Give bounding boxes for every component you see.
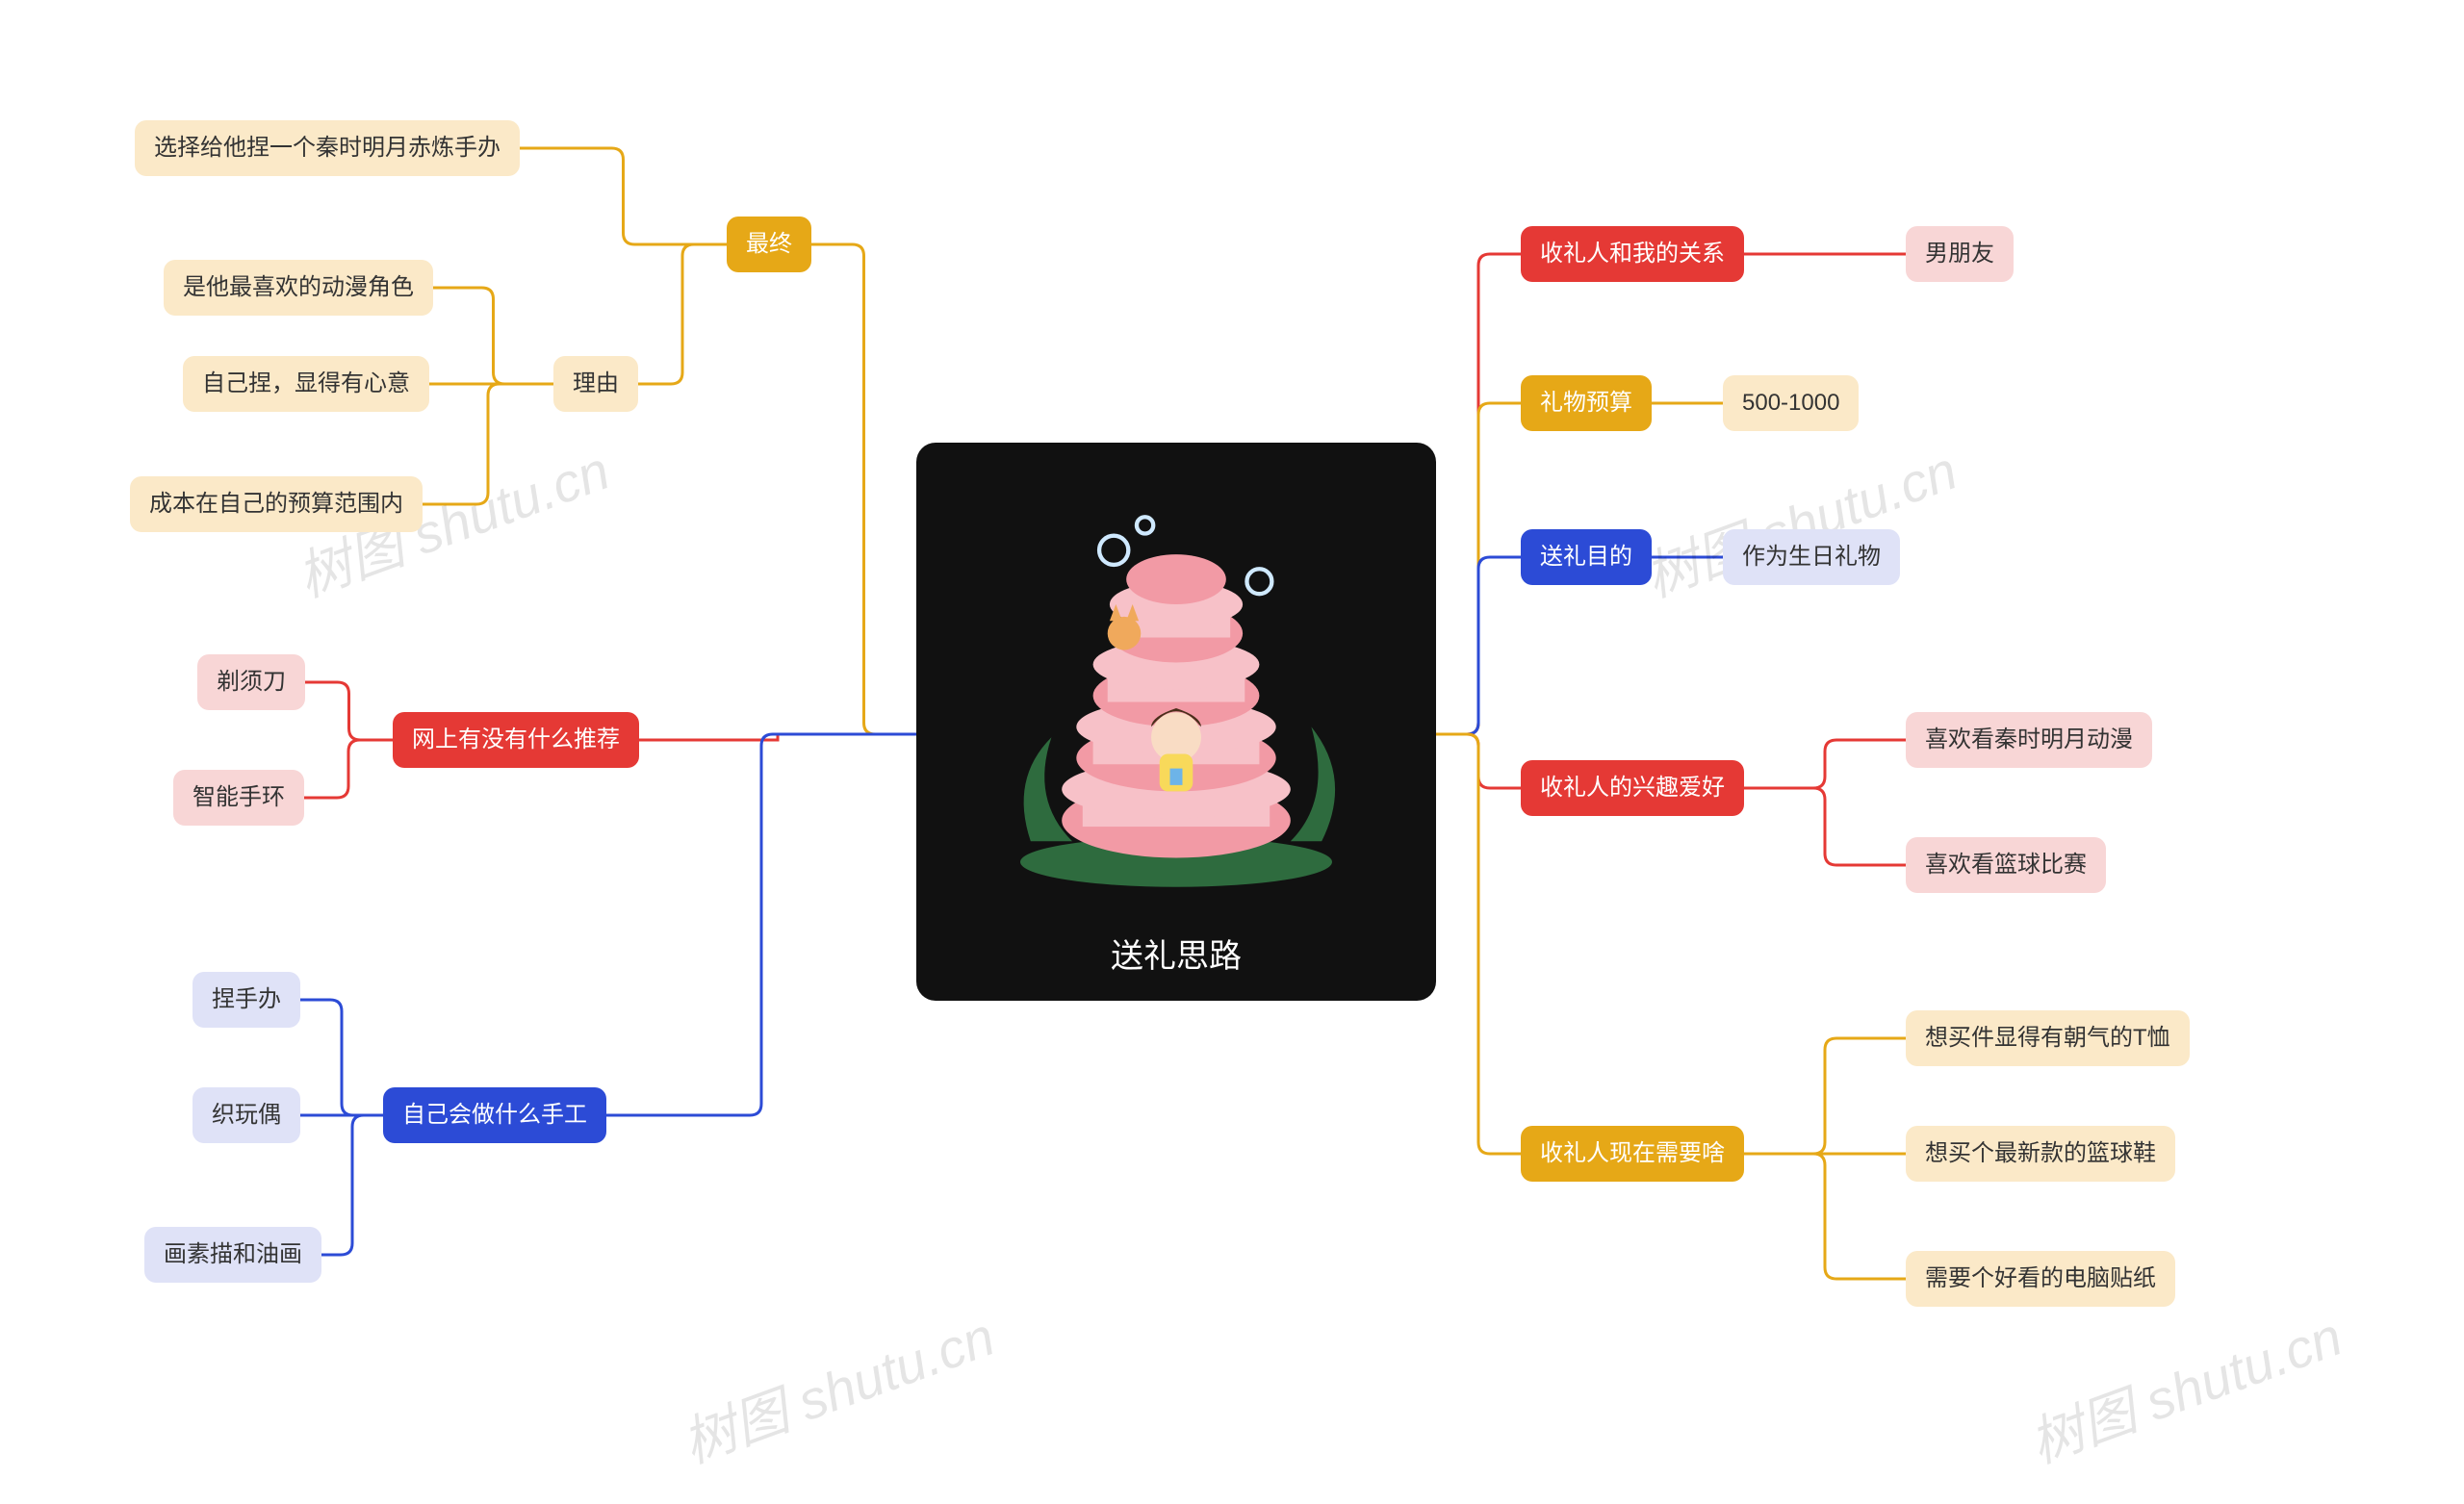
- node-label: 需要个好看的电脑贴纸: [1925, 1262, 2156, 1295]
- connector: [305, 682, 393, 740]
- mindmap-node[interactable]: 男朋友: [1906, 226, 2014, 282]
- node-label: 男朋友: [1925, 238, 1994, 270]
- node-label: 礼物预算: [1540, 387, 1632, 420]
- connector: [1436, 557, 1521, 734]
- connector: [1436, 734, 1521, 1154]
- node-label: 500-1000: [1742, 387, 1839, 420]
- connector: [1744, 1038, 1906, 1154]
- mindmap-node[interactable]: 喜欢看篮球比赛: [1906, 837, 2106, 893]
- node-label: 喜欢看篮球比赛: [1925, 849, 2087, 881]
- connector: [1436, 254, 1521, 734]
- mindmap-node[interactable]: 最终: [727, 217, 811, 272]
- mindmap-node[interactable]: 理由: [553, 356, 638, 412]
- node-label: 成本在自己的预算范围内: [149, 488, 403, 521]
- mindmap-node[interactable]: 作为生日礼物: [1723, 529, 1900, 585]
- central-topic[interactable]: 送礼思路: [916, 443, 1436, 1001]
- connector: [639, 734, 916, 740]
- central-topic-label: 送礼思路: [1111, 930, 1242, 977]
- node-label: 想买个最新款的篮球鞋: [1925, 1137, 2156, 1170]
- mindmap-node[interactable]: 画素描和油画: [144, 1227, 321, 1283]
- mindmap-node[interactable]: 想买个最新款的篮球鞋: [1906, 1126, 2175, 1182]
- node-label: 送礼目的: [1540, 541, 1632, 574]
- connector: [520, 148, 727, 244]
- connector: [1436, 734, 1521, 788]
- connector: [1744, 788, 1906, 865]
- connector: [321, 1115, 383, 1255]
- node-label: 织玩偶: [212, 1099, 281, 1132]
- mindmap-node[interactable]: 自己捏，显得有心意: [183, 356, 429, 412]
- node-label: 智能手环: [192, 781, 285, 814]
- node-label: 选择给他捏一个秦时明月赤炼手办: [154, 132, 500, 165]
- node-label: 是他最喜欢的动漫角色: [183, 271, 414, 304]
- watermark: 树图 shutu.cn: [670, 1293, 1004, 1478]
- mindmap-canvas: 树图 shutu.cn树图 shutu.cn树图 shutu.cn树图 shut…: [0, 0, 2464, 1504]
- connector: [811, 244, 916, 734]
- mindmap-node[interactable]: 想买件显得有朝气的T恤: [1906, 1010, 2190, 1066]
- connector: [1744, 740, 1906, 788]
- watermark: 树图 shutu.cn: [2017, 1293, 2351, 1478]
- mindmap-node[interactable]: 500-1000: [1723, 375, 1859, 431]
- connector: [304, 740, 393, 798]
- mindmap-node[interactable]: 收礼人和我的关系: [1521, 226, 1744, 282]
- node-label: 画素描和油画: [164, 1238, 302, 1271]
- connector: [423, 384, 553, 504]
- mindmap-node[interactable]: 成本在自己的预算范围内: [130, 476, 423, 532]
- node-label: 捏手办: [212, 983, 281, 1016]
- connector: [300, 1000, 383, 1115]
- node-label: 想买件显得有朝气的T恤: [1925, 1022, 2170, 1055]
- mindmap-node[interactable]: 是他最喜欢的动漫角色: [164, 260, 433, 316]
- node-label: 喜欢看秦时明月动漫: [1925, 724, 2133, 756]
- mindmap-node[interactable]: 智能手环: [173, 770, 304, 826]
- connector: [1436, 403, 1521, 734]
- mindmap-node[interactable]: 收礼人现在需要啥: [1521, 1126, 1744, 1182]
- node-label: 作为生日礼物: [1742, 541, 1881, 574]
- node-label: 最终: [746, 228, 792, 261]
- connector: [606, 734, 916, 1115]
- node-label: 收礼人和我的关系: [1540, 238, 1725, 270]
- connector: [638, 244, 727, 384]
- mindmap-node[interactable]: 网上有没有什么推荐: [393, 712, 639, 768]
- mindmap-node[interactable]: 需要个好看的电脑贴纸: [1906, 1251, 2175, 1307]
- node-label: 理由: [573, 368, 619, 400]
- connector: [1744, 1154, 1906, 1279]
- central-illustration: [968, 462, 1384, 930]
- connector: [433, 288, 553, 384]
- mindmap-node[interactable]: 送礼目的: [1521, 529, 1652, 585]
- watermark: 树图 shutu.cn: [1632, 427, 1966, 612]
- node-label: 收礼人现在需要啥: [1540, 1137, 1725, 1170]
- mindmap-node[interactable]: 织玩偶: [192, 1087, 300, 1143]
- mindmap-node[interactable]: 自己会做什么手工: [383, 1087, 606, 1143]
- node-label: 自己捏，显得有心意: [202, 368, 410, 400]
- node-label: 剃须刀: [217, 666, 286, 699]
- mindmap-node[interactable]: 收礼人的兴趣爱好: [1521, 760, 1744, 816]
- mindmap-node[interactable]: 礼物预算: [1521, 375, 1652, 431]
- node-label: 收礼人的兴趣爱好: [1540, 772, 1725, 804]
- mindmap-node[interactable]: 选择给他捏一个秦时明月赤炼手办: [135, 120, 520, 176]
- node-label: 自己会做什么手工: [402, 1099, 587, 1132]
- node-label: 网上有没有什么推荐: [412, 724, 620, 756]
- mindmap-node[interactable]: 剃须刀: [197, 654, 305, 710]
- mindmap-node[interactable]: 喜欢看秦时明月动漫: [1906, 712, 2152, 768]
- mindmap-node[interactable]: 捏手办: [192, 972, 300, 1028]
